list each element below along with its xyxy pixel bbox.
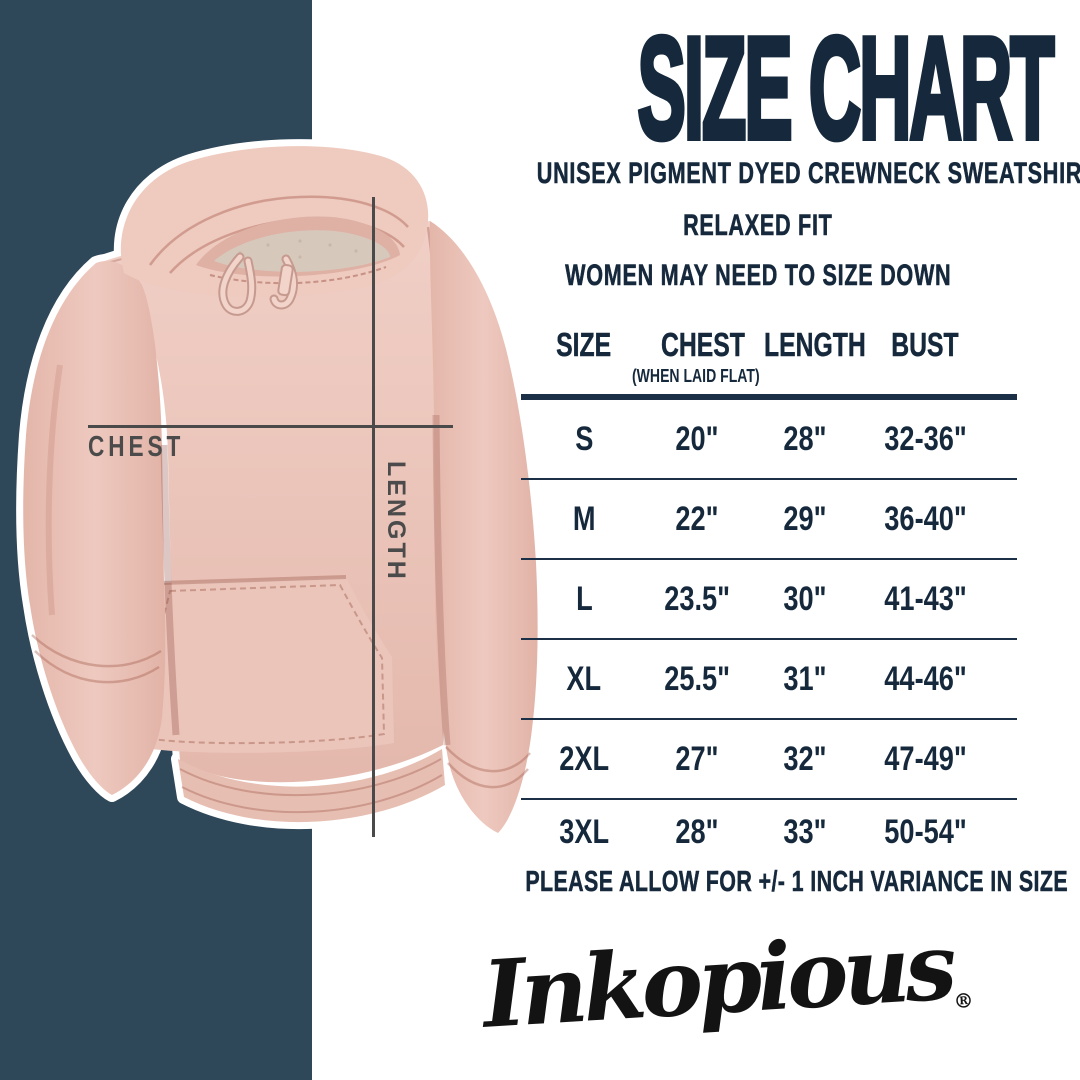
chest-label: CHEST bbox=[88, 431, 185, 463]
size-cell: XL bbox=[566, 659, 602, 698]
length-cell: 30" bbox=[783, 579, 827, 618]
size-cell: 2XL bbox=[558, 739, 609, 778]
bust-cell: 50-54" bbox=[883, 812, 967, 851]
size-cell: M bbox=[572, 499, 596, 538]
chest-subnote: (WHEN LAID FLAT) bbox=[632, 366, 760, 386]
subtitle-product: UNISEX PIGMENT DYED CREWNECK SWEATSHIRT bbox=[536, 157, 1080, 191]
table-row: XL 25.5" 31" 44-46" bbox=[521, 640, 1017, 720]
subtitle-fit: RELAXED FIT bbox=[683, 209, 833, 243]
size-cell: 3XL bbox=[558, 812, 609, 851]
variance-note: PLEASE ALLOW FOR +/- 1 INCH VARIANCE IN … bbox=[525, 866, 1069, 899]
drawstrings bbox=[218, 252, 298, 316]
size-cell: L bbox=[575, 579, 593, 618]
subtitle-sizing-note: WOMEN MAY NEED TO SIZE DOWN bbox=[564, 259, 952, 293]
bust-cell: 32-36" bbox=[883, 419, 967, 458]
column-header-chest: CHEST bbox=[660, 326, 745, 363]
right-sleeve bbox=[429, 221, 538, 833]
length-cell: 32" bbox=[783, 739, 827, 778]
bust-cell: 36-40" bbox=[883, 499, 967, 538]
brand-logo-text: Inkopious bbox=[479, 912, 955, 1049]
page-title: SIZE CHART bbox=[636, 7, 1056, 169]
chest-measure-line bbox=[88, 425, 453, 428]
kangaroo-pocket bbox=[141, 577, 394, 753]
size-table: SIZE CHEST LENGTH BUST (WHEN LAID FLAT) … bbox=[521, 326, 1017, 864]
size-table-rows: S 20" 28" 32-36" M 22" 29" 36-40" L 23.5… bbox=[521, 400, 1017, 864]
table-row: M 22" 29" 36-40" bbox=[521, 480, 1017, 560]
length-measure-line bbox=[372, 197, 375, 837]
bust-cell: 47-49" bbox=[883, 739, 967, 778]
header-rule bbox=[521, 394, 1017, 400]
bust-cell: 44-46" bbox=[883, 659, 967, 698]
chest-cell: 25.5" bbox=[663, 659, 730, 698]
brand-logo: Inkopious® bbox=[434, 907, 1021, 1077]
neck-heather-patch bbox=[214, 230, 390, 272]
table-row: 3XL 28" 33" 50-54" bbox=[521, 800, 1017, 864]
bust-cell: 41-43" bbox=[883, 579, 967, 618]
length-cell: 31" bbox=[783, 659, 827, 698]
table-row: 2XL 27" 32" 47-49" bbox=[521, 720, 1017, 800]
left-sleeve bbox=[23, 261, 166, 795]
length-cell: 33" bbox=[783, 812, 827, 851]
column-header-bust: BUST bbox=[891, 326, 959, 363]
chest-cell: 27" bbox=[675, 739, 719, 778]
chest-cell: 23.5" bbox=[663, 579, 730, 618]
chest-cell: 20" bbox=[675, 419, 719, 458]
chest-cell: 22" bbox=[675, 499, 719, 538]
registered-trademark-icon: ® bbox=[952, 988, 975, 1014]
column-header-size: SIZE bbox=[556, 326, 612, 363]
column-header-length: LENGTH bbox=[763, 326, 866, 363]
length-cell: 28" bbox=[783, 419, 827, 458]
size-table-header: SIZE CHEST LENGTH BUST bbox=[521, 326, 1017, 363]
table-row: L 23.5" 30" 41-43" bbox=[521, 560, 1017, 640]
table-row: S 20" 28" 32-36" bbox=[521, 400, 1017, 480]
size-cell: S bbox=[574, 419, 593, 458]
length-label: LENGTH bbox=[382, 461, 410, 582]
hoodie-photo bbox=[16, 139, 545, 840]
chest-cell: 28" bbox=[675, 812, 719, 851]
length-cell: 29" bbox=[783, 499, 827, 538]
hem-band bbox=[178, 749, 445, 823]
